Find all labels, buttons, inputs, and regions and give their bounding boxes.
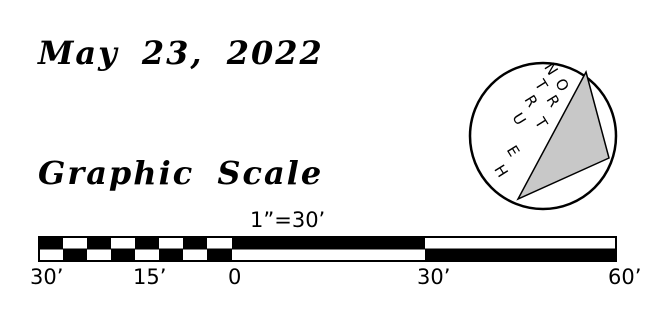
scale-cell	[207, 249, 232, 261]
scale-tick-label-0: 0	[228, 265, 242, 289]
scale-cell	[39, 237, 63, 249]
scale-tick-label-60: 60’	[608, 265, 642, 289]
scale-cell	[183, 237, 207, 249]
scale-ratio-label: 1”=30’	[250, 208, 326, 232]
scale-segment-30-60-bottom	[425, 249, 616, 261]
scale-bar	[38, 236, 617, 262]
scale-tick-label-30-left: 30’	[30, 265, 64, 289]
scale-cell	[111, 249, 135, 261]
scale-cell	[135, 237, 159, 249]
date-label: May 23, 2022	[38, 34, 324, 72]
scale-tick-label-15: 15’	[133, 265, 167, 289]
scale-bar-subdivisions	[39, 237, 232, 261]
scale-cell	[159, 249, 183, 261]
north-arrow-icon: N T O R R U T E H	[468, 59, 618, 211]
north-arrow-pointer	[516, 69, 610, 201]
scale-segment-0-30-top	[232, 237, 425, 249]
scale-tick-label-30-right: 30’	[417, 265, 451, 289]
scale-cell	[63, 249, 87, 261]
graphic-scale-title: Graphic Scale	[38, 154, 324, 192]
scale-cell	[87, 237, 111, 249]
